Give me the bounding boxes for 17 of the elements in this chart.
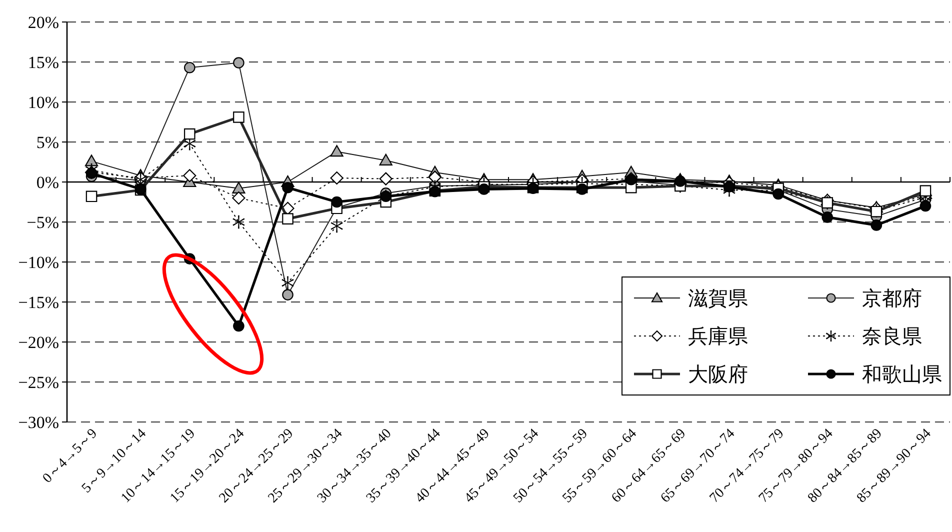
y-tick-label: −25% xyxy=(18,373,59,392)
y-tick-label: 10% xyxy=(28,93,59,112)
legend-label: 兵庫県 xyxy=(688,326,748,348)
y-tick-label: −30% xyxy=(18,413,59,432)
legend-label: 奈良県 xyxy=(862,326,922,348)
y-tick-label: 5% xyxy=(36,133,59,152)
y-tick-label: −15% xyxy=(18,293,59,312)
y-tick-label: 15% xyxy=(28,53,59,72)
y-tick-label: −10% xyxy=(18,253,59,272)
y-tick-label: 0% xyxy=(36,173,59,192)
legend-label: 京都府 xyxy=(862,288,922,310)
y-tick-label: −5% xyxy=(26,213,59,232)
legend-label: 滋賀県 xyxy=(688,288,748,310)
y-tick-label: 20% xyxy=(28,13,59,32)
legend-label: 和歌山県 xyxy=(862,364,942,386)
y-tick-label: −20% xyxy=(18,333,59,352)
legend-label: 大阪府 xyxy=(688,364,748,386)
